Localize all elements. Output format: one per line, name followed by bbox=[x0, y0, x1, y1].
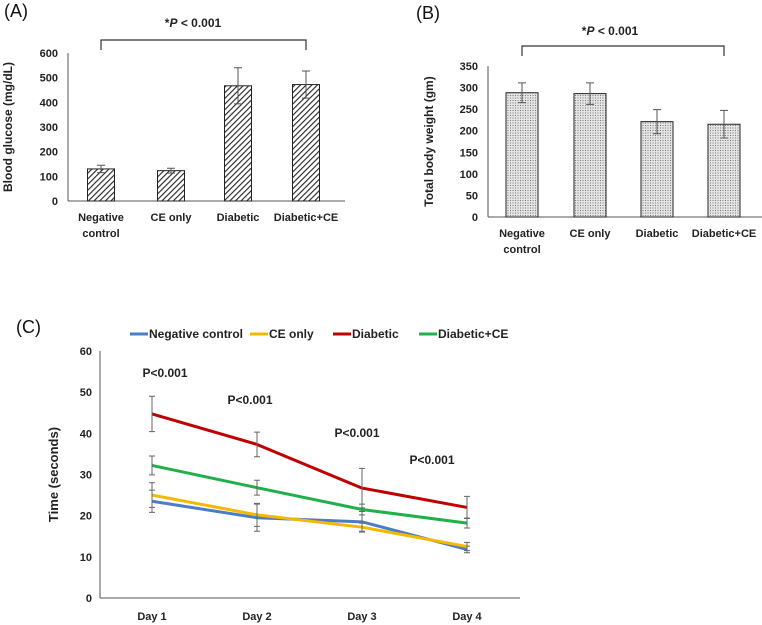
x-tick-label: Day 2 bbox=[242, 611, 271, 623]
legend-item-negative-control: Negative control bbox=[130, 327, 243, 341]
p-value-annotation: P<0.001 bbox=[409, 453, 454, 467]
bar-ce-only bbox=[573, 93, 607, 218]
x-tick-label: Diabetic bbox=[636, 228, 679, 240]
y-axis-title: Total body weight (gm) bbox=[422, 76, 436, 206]
panel-label: (B) bbox=[416, 3, 440, 23]
error-bar bbox=[167, 167, 175, 174]
y-tick-label: 300 bbox=[40, 122, 58, 134]
legend-label: CE only bbox=[269, 327, 314, 341]
x-tick-label: control bbox=[503, 244, 540, 256]
y-tick-label: 150 bbox=[460, 147, 478, 159]
x-tick-label: Negative bbox=[78, 212, 124, 224]
series-line-ce-only bbox=[151, 493, 468, 549]
x-tick-label: Day 4 bbox=[452, 611, 482, 623]
legend-label: Negative control bbox=[149, 327, 243, 341]
y-tick-label: 60 bbox=[80, 346, 92, 358]
error-bar bbox=[234, 67, 242, 105]
y-tick-label: 500 bbox=[40, 73, 58, 85]
error-bar-diabetic-ce bbox=[359, 503, 365, 516]
y-tick-label: 250 bbox=[460, 104, 478, 116]
legend-label: Diabetic+CE bbox=[438, 327, 508, 341]
y-tick-label: 40 bbox=[80, 428, 92, 440]
legend-label: Diabetic bbox=[352, 327, 399, 341]
x-tick-label: CE only bbox=[570, 228, 612, 240]
x-tick-label: Negative bbox=[499, 228, 545, 240]
y-tick-label: 100 bbox=[460, 169, 478, 181]
legend-item-diabetic-ce: Diabetic+CE bbox=[419, 327, 508, 341]
y-axis-title: Blood glucose (mg/dL) bbox=[1, 62, 15, 192]
p-value-annotation: P<0.001 bbox=[142, 366, 187, 380]
x-tick-label: CE only bbox=[151, 212, 193, 224]
p-rest: < 0.001 bbox=[177, 16, 221, 30]
significance-bracket bbox=[100, 39, 307, 50]
error-bar-diabetic bbox=[254, 431, 260, 458]
y-tick-label: 400 bbox=[40, 97, 58, 109]
y-tick-label: 100 bbox=[40, 171, 58, 183]
y-tick-label: 600 bbox=[40, 48, 58, 60]
bar-diabetic-ce bbox=[707, 123, 741, 218]
panel-label: (C) bbox=[16, 317, 41, 337]
series-line-negative-control bbox=[151, 499, 468, 551]
error-bar-diabetic-ce bbox=[149, 455, 155, 476]
y-tick-label: 300 bbox=[460, 83, 478, 95]
x-tick-label: Diabetic+CE bbox=[692, 228, 757, 240]
panel-label: (A) bbox=[4, 1, 28, 21]
x-tick-label: Diabetic bbox=[217, 212, 260, 224]
bar-diabetic-ce bbox=[292, 84, 320, 202]
p-value-annotation: P<0.001 bbox=[334, 426, 379, 440]
bar-ce-only bbox=[157, 170, 185, 202]
error-bar bbox=[586, 82, 594, 105]
y-axis-title: Time (seconds) bbox=[46, 427, 61, 522]
error-bar-ce-only bbox=[149, 482, 155, 508]
error-bar bbox=[302, 70, 310, 99]
panel-a-blood-glucose-chart: (A) *P < 0.001 0 100 200 300 400 500 600 Blood gl… bbox=[1, 1, 345, 240]
error-bar-ce-only bbox=[464, 541, 470, 552]
error-bar-diabetic bbox=[149, 395, 155, 433]
y-tick-label: 30 bbox=[80, 470, 92, 482]
x-tick-label: Day 3 bbox=[347, 611, 376, 623]
error-bar bbox=[653, 109, 661, 135]
bar-negative-control bbox=[505, 92, 539, 218]
x-tick-label: Diabetic+CE bbox=[274, 212, 339, 224]
error-bar bbox=[518, 82, 526, 104]
y-tick-label: 350 bbox=[460, 61, 478, 73]
panel-c-time-line-chart: (C) 0 10 20 30 40 50 60 Day 1 Day 2 Day 3 Day 4 Time… bbox=[16, 317, 520, 623]
y-tick-label: 10 bbox=[80, 552, 92, 564]
p-italic: P bbox=[169, 16, 178, 30]
significance-bracket bbox=[521, 45, 725, 56]
y-tick-label: 0 bbox=[86, 593, 92, 605]
error-bar-diabetic-ce bbox=[464, 517, 470, 529]
p-prefix: * bbox=[582, 24, 587, 38]
error-bar-diabetic-ce bbox=[254, 479, 260, 496]
y-tick-label: 20 bbox=[80, 511, 92, 523]
y-tick-label: 200 bbox=[460, 126, 478, 138]
y-tick-label: 50 bbox=[80, 387, 92, 399]
series-line-diabetic bbox=[151, 412, 468, 509]
panel-b-body-weight-chart: (B) *P < 0.001 0 50 100 150 200 250 300 350 Total … bbox=[416, 3, 762, 256]
bar-diabetic bbox=[640, 121, 674, 218]
x-tick-label: control bbox=[82, 228, 119, 240]
error-bar-ce-only bbox=[359, 522, 365, 532]
p-rest: < 0.001 bbox=[594, 24, 638, 38]
legend-item-diabetic: Diabetic bbox=[333, 327, 399, 341]
p-value-annotation: *P < 0.001 bbox=[582, 24, 639, 38]
y-tick-label: 0 bbox=[52, 196, 58, 208]
x-tick-label: Day 1 bbox=[137, 611, 166, 623]
y-tick-label: 200 bbox=[40, 147, 58, 159]
p-italic: P bbox=[586, 24, 595, 38]
p-value-annotation: P<0.001 bbox=[227, 393, 272, 407]
error-bar-ce-only bbox=[254, 502, 260, 527]
y-tick-label: 0 bbox=[472, 212, 478, 224]
legend-item-ce-only: CE only bbox=[250, 327, 314, 341]
error-bar bbox=[720, 109, 728, 139]
p-prefix: * bbox=[165, 16, 170, 30]
p-value-annotation: *P < 0.001 bbox=[165, 16, 222, 30]
error-bar bbox=[97, 164, 105, 174]
y-tick-label: 50 bbox=[466, 190, 478, 202]
series-line-diabetic-ce bbox=[151, 463, 468, 525]
bar-negative-control bbox=[87, 168, 115, 202]
